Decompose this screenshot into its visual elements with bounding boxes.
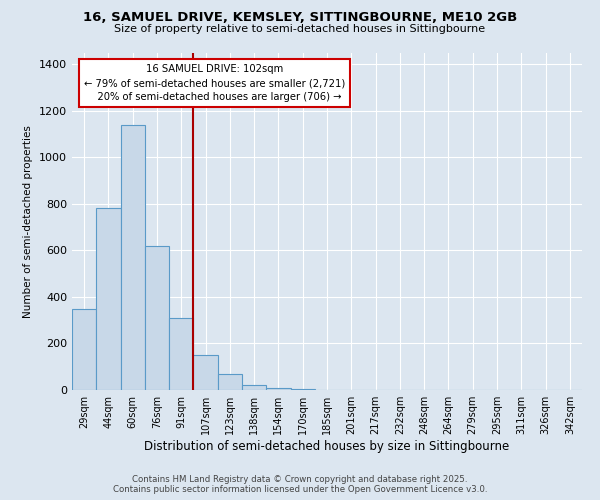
Text: Size of property relative to semi-detached houses in Sittingbourne: Size of property relative to semi-detach… xyxy=(115,24,485,34)
Bar xyxy=(121,124,145,390)
Bar xyxy=(193,355,218,390)
Text: 16, SAMUEL DRIVE, KEMSLEY, SITTINGBOURNE, ME10 2GB: 16, SAMUEL DRIVE, KEMSLEY, SITTINGBOURNE… xyxy=(83,11,517,24)
Bar xyxy=(290,389,315,390)
Y-axis label: Number of semi-detached properties: Number of semi-detached properties xyxy=(23,125,34,318)
Bar xyxy=(96,208,121,390)
Text: Contains HM Land Registry data © Crown copyright and database right 2025.
Contai: Contains HM Land Registry data © Crown c… xyxy=(113,474,487,494)
Bar xyxy=(266,388,290,390)
X-axis label: Distribution of semi-detached houses by size in Sittingbourne: Distribution of semi-detached houses by … xyxy=(145,440,509,453)
Bar xyxy=(218,374,242,390)
Bar xyxy=(169,318,193,390)
Bar xyxy=(242,386,266,390)
Bar xyxy=(145,246,169,390)
Text: 16 SAMUEL DRIVE: 102sqm
← 79% of semi-detached houses are smaller (2,721)
   20%: 16 SAMUEL DRIVE: 102sqm ← 79% of semi-de… xyxy=(84,64,346,102)
Bar xyxy=(72,308,96,390)
